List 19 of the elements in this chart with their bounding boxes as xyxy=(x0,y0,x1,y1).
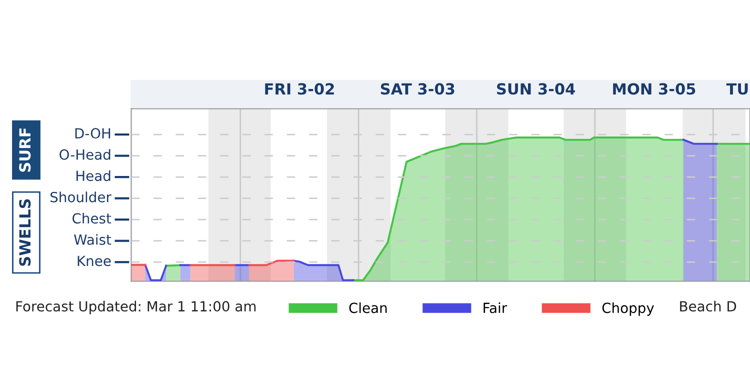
text: D-OH xyxy=(75,128,110,139)
x-tick-label: FRI 3-02 xyxy=(265,83,334,95)
text: SWELLS xyxy=(19,199,31,266)
text: SURF xyxy=(19,128,31,172)
text: Head xyxy=(76,170,110,182)
x-tick-label: SUN 3-04 xyxy=(497,83,575,95)
text: Beach D xyxy=(680,300,736,312)
x-tick-label: MON 3-05 xyxy=(613,83,696,95)
text: Knee xyxy=(78,256,111,266)
text: Shoulder xyxy=(50,192,112,202)
text: Waist xyxy=(74,234,112,245)
text: Chest xyxy=(72,212,112,224)
x-tick-label: TU xyxy=(726,83,748,95)
legend-label: Choppy xyxy=(602,302,654,316)
text: O-Head xyxy=(60,149,110,160)
x-tick-label: SAT 3-03 xyxy=(380,83,454,95)
legend-label: Fair xyxy=(484,302,508,314)
legend-label: Clean xyxy=(349,302,387,314)
text: Forecast Updated: Mar 1 11:00 am xyxy=(16,300,256,314)
